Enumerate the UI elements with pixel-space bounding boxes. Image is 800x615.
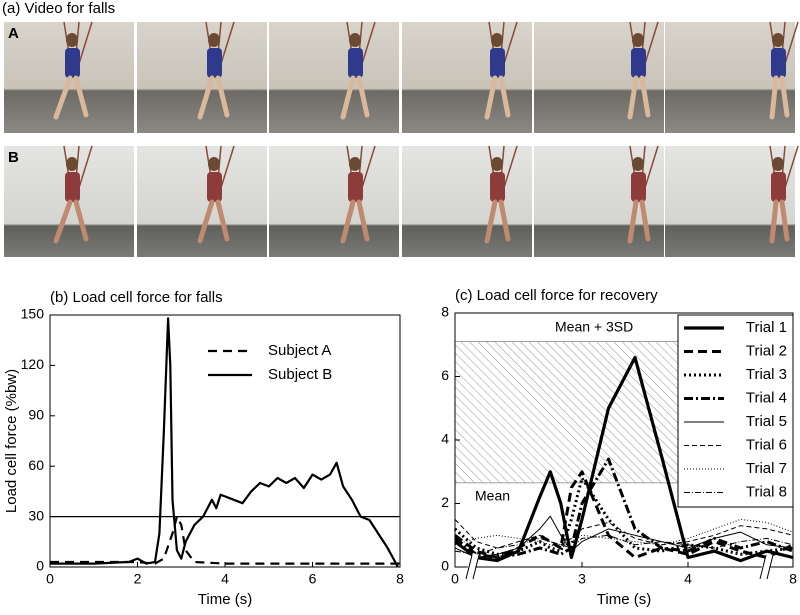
legend-label: Trial 5 xyxy=(746,413,787,430)
y-tick-label: 0 xyxy=(36,558,44,574)
person-torso xyxy=(631,172,646,202)
x-tick-label: 0 xyxy=(451,571,459,587)
video-frame xyxy=(269,22,399,133)
axis-break xyxy=(465,554,480,580)
video-frames: AB xyxy=(4,21,799,257)
person-head xyxy=(491,157,503,171)
x-tick-label: 8 xyxy=(396,571,404,587)
person-legs xyxy=(484,199,511,244)
legend-box xyxy=(677,314,794,508)
x-tick-label: 4 xyxy=(684,571,692,587)
person-head xyxy=(66,157,78,171)
legend-label: Subject A xyxy=(268,342,331,359)
video-frame xyxy=(534,146,664,257)
person-legs xyxy=(340,199,370,244)
person-torso xyxy=(65,172,80,202)
row-label: B xyxy=(8,149,19,166)
panel-a-title: (a) Video for falls xyxy=(2,0,115,17)
person-head xyxy=(772,157,784,171)
legend-label: Trial 6 xyxy=(746,436,787,453)
person-torso xyxy=(65,48,80,78)
x-tick-label: 2 xyxy=(134,571,142,587)
person-legs xyxy=(340,75,370,120)
person-head xyxy=(632,33,644,47)
person-torso xyxy=(207,48,222,78)
x-tick-label: 0 xyxy=(46,571,54,587)
person-torso xyxy=(490,172,505,202)
person-legs xyxy=(627,75,651,120)
series-line xyxy=(50,515,400,565)
axis-break xyxy=(759,554,774,580)
y-tick-label: 90 xyxy=(28,407,44,423)
x-tick-label: 3 xyxy=(578,571,586,587)
person-torso xyxy=(771,48,786,78)
person-legs xyxy=(769,75,790,120)
y-tick-label: 8 xyxy=(441,304,449,320)
person-head xyxy=(632,157,644,171)
video-frame xyxy=(534,22,664,133)
person-head xyxy=(491,33,503,47)
series-line xyxy=(454,519,794,549)
chart-title: (b) Load cell force for falls xyxy=(50,289,223,306)
person-torso xyxy=(631,48,646,78)
person-legs xyxy=(197,199,230,244)
band-label: Mean xyxy=(475,488,510,504)
person-legs xyxy=(197,75,230,120)
x-axis-label: Time (s) xyxy=(597,591,651,608)
y-tick-label: 4 xyxy=(441,431,449,447)
legend-label: Trial 3 xyxy=(746,366,787,383)
series-line xyxy=(454,355,794,563)
person-torso xyxy=(490,48,505,78)
y-tick-label: 150 xyxy=(21,306,45,322)
legend-label: Subject B xyxy=(268,366,332,383)
person-head xyxy=(349,33,361,47)
series-line xyxy=(454,518,794,549)
person-head xyxy=(208,33,220,47)
chart-title: (c) Load cell force for recovery xyxy=(455,287,658,304)
person-legs xyxy=(484,75,511,120)
legend-label: Trial 7 xyxy=(746,460,787,477)
x-tick-label: 6 xyxy=(309,571,317,587)
series-line xyxy=(454,457,794,559)
person-torso xyxy=(348,48,363,78)
person-torso xyxy=(207,172,222,202)
person-head xyxy=(349,157,361,171)
person-legs xyxy=(769,199,790,244)
video-frame xyxy=(269,146,399,257)
legend-label: Trial 4 xyxy=(746,389,787,406)
y-tick-label: 6 xyxy=(441,367,449,383)
y-tick-label: 30 xyxy=(28,507,44,523)
legend-label: Trial 2 xyxy=(746,342,787,359)
person-legs xyxy=(627,199,651,244)
series-line xyxy=(50,317,399,568)
person-torso xyxy=(348,172,363,202)
series-line xyxy=(454,470,794,559)
y-tick-label: 60 xyxy=(28,457,44,473)
row-label: A xyxy=(8,25,19,42)
band-label: Mean + 3SD xyxy=(555,318,633,334)
x-tick-label: 8 xyxy=(789,571,797,587)
person-torso xyxy=(771,172,786,202)
person-legs xyxy=(53,199,89,244)
person-head xyxy=(208,157,220,171)
series-line xyxy=(454,515,794,558)
legend-label: Trial 1 xyxy=(746,319,787,336)
y-tick-label: 0 xyxy=(441,558,449,574)
person-head xyxy=(66,33,78,47)
y-tick-label: 2 xyxy=(441,494,449,510)
person-head xyxy=(772,33,784,47)
plot-frame xyxy=(49,314,401,568)
x-tick-label: 4 xyxy=(221,571,229,587)
x-axis-label: Time (s) xyxy=(198,591,252,608)
series-line xyxy=(454,534,794,555)
y-axis-label: Load cell force (%bw) xyxy=(3,369,20,513)
person-legs xyxy=(53,75,89,120)
y-tick-label: 120 xyxy=(21,356,45,372)
legend-label: Trial 8 xyxy=(746,483,787,500)
